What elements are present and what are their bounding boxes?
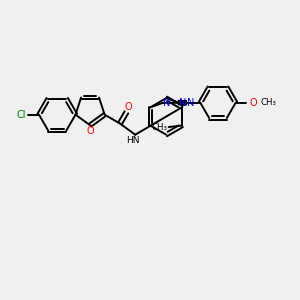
Text: O: O: [86, 126, 94, 136]
Text: N: N: [187, 98, 194, 108]
Text: CH₃: CH₃: [261, 98, 277, 107]
Text: HN: HN: [126, 136, 140, 146]
Text: Cl: Cl: [16, 110, 26, 120]
Text: CH₃: CH₃: [152, 122, 168, 131]
Text: O: O: [124, 102, 132, 112]
Text: N: N: [163, 98, 170, 108]
Text: N: N: [179, 98, 186, 108]
Text: O: O: [250, 98, 257, 108]
